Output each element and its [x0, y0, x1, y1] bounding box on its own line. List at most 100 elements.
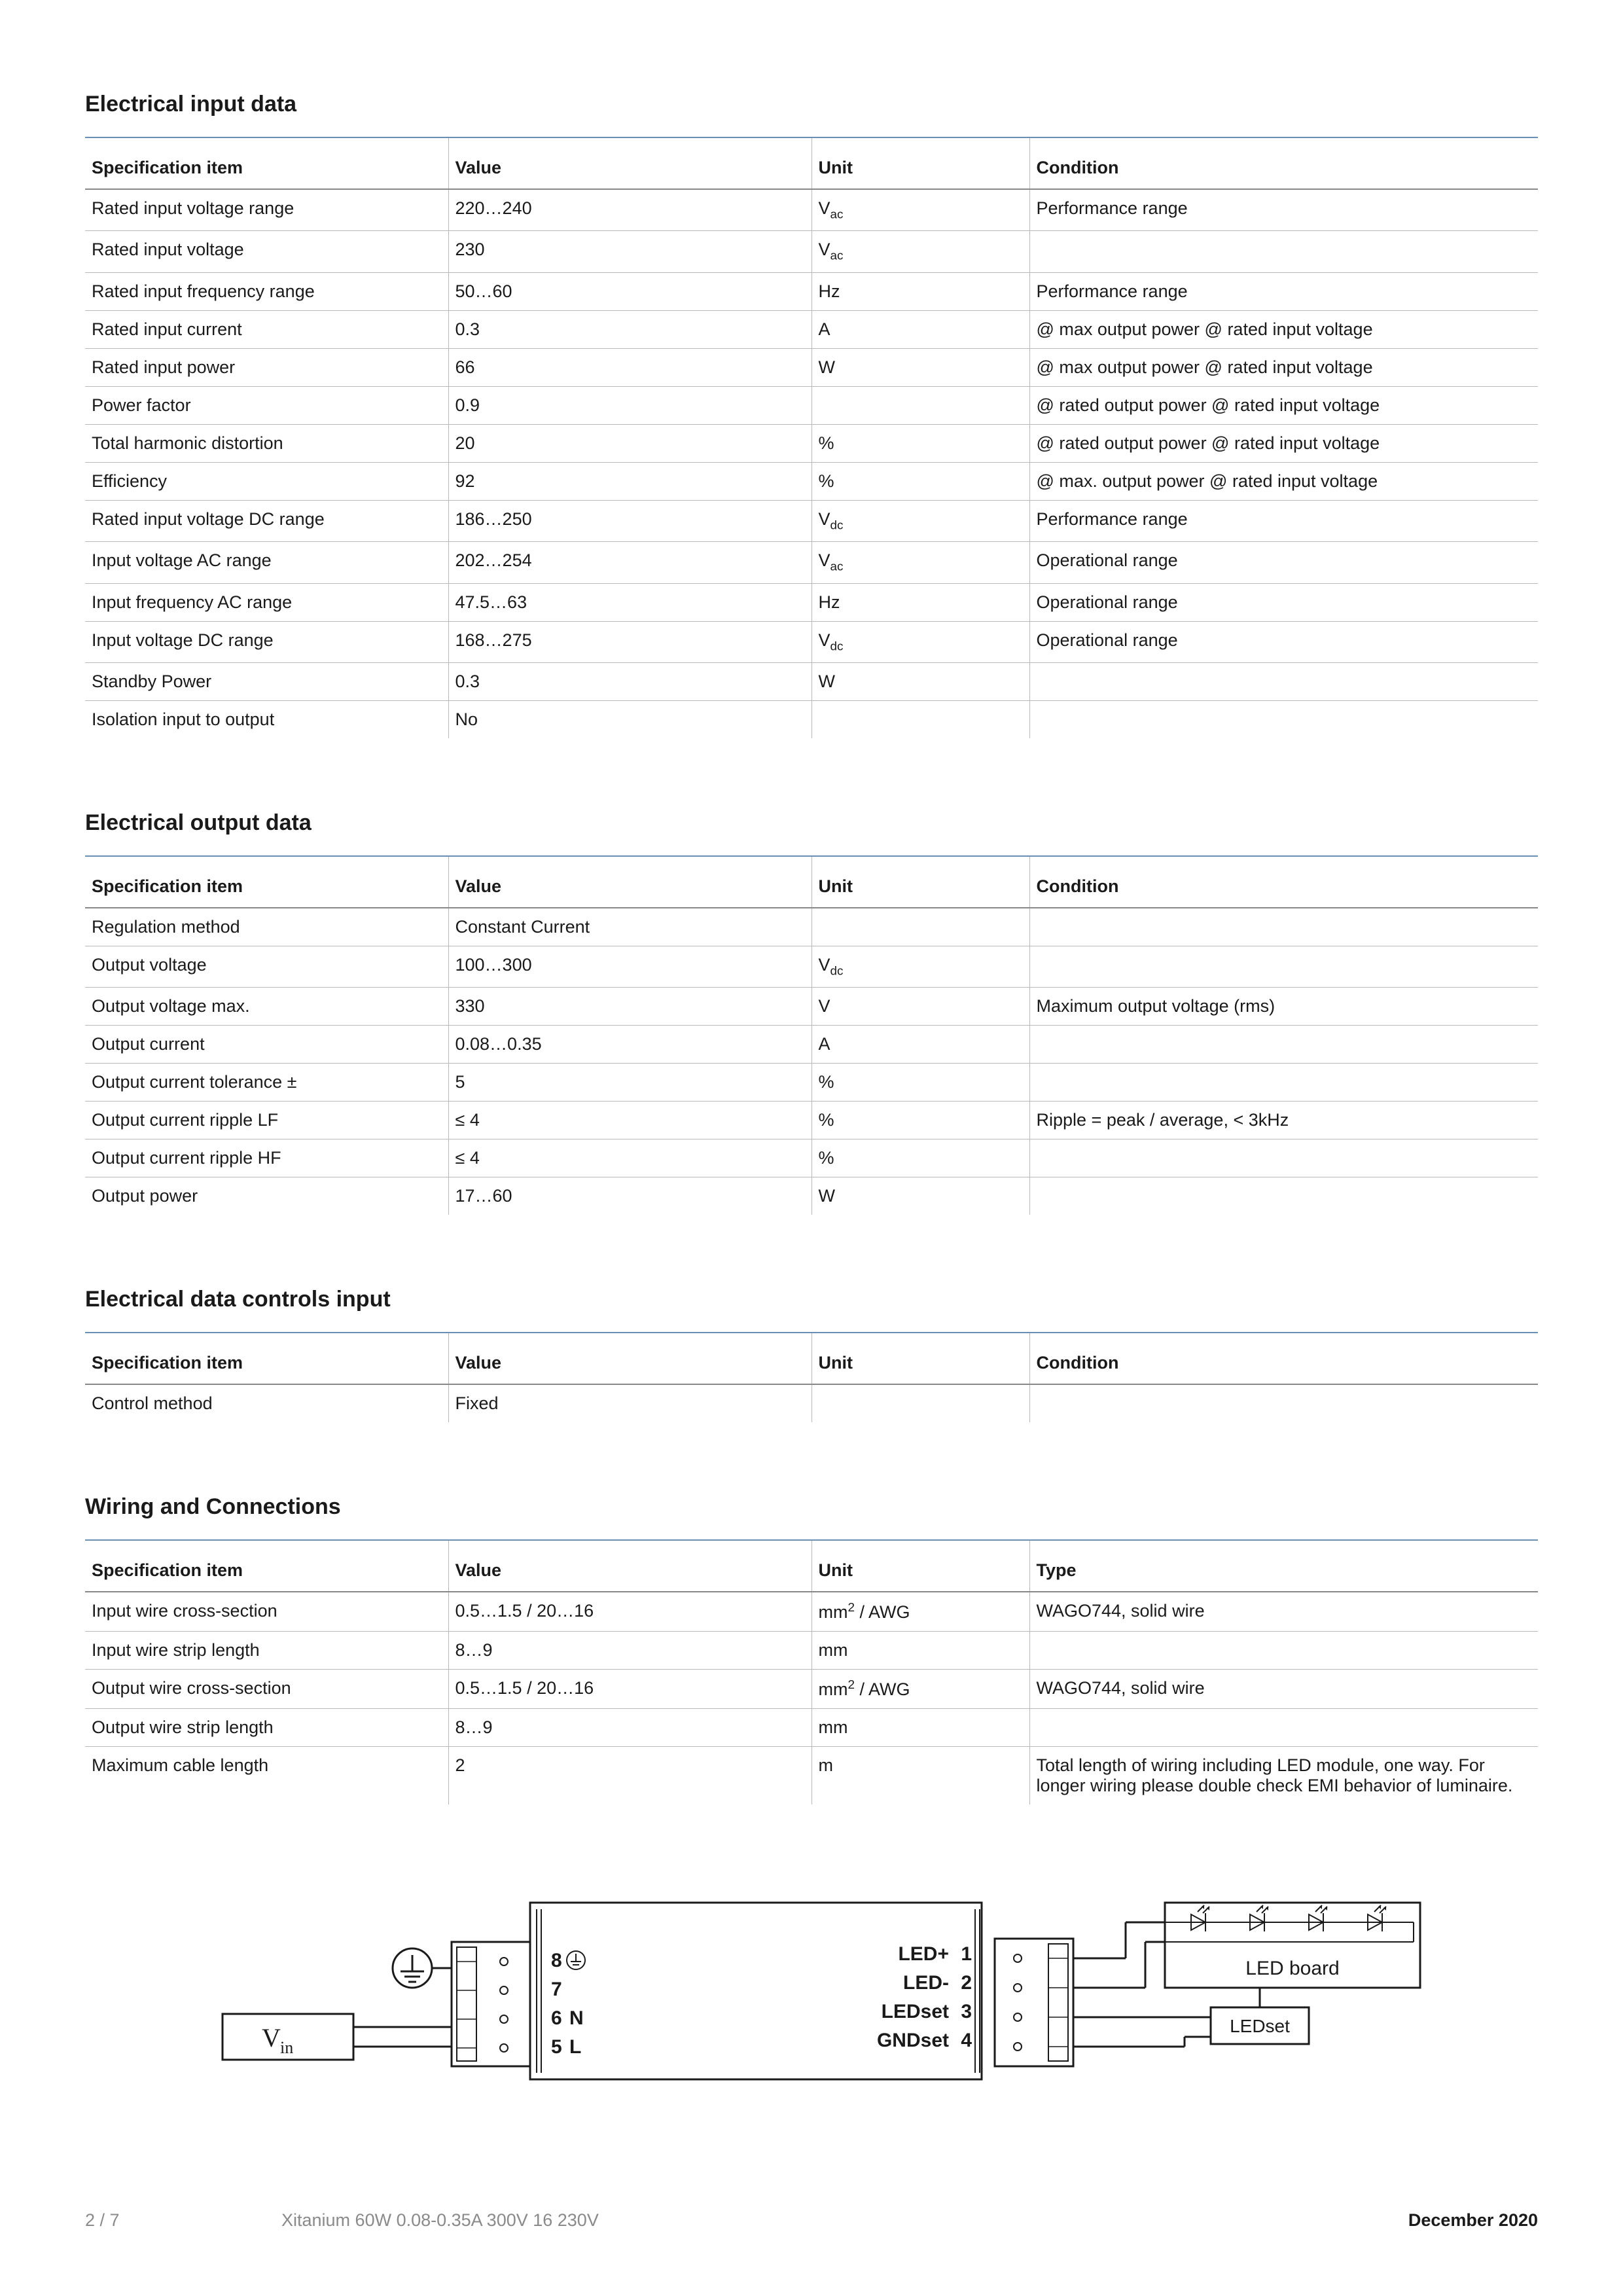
table-cell: W — [812, 1177, 1029, 1215]
table-row: Output power17…60W — [85, 1177, 1538, 1215]
table-cell — [1029, 231, 1538, 272]
column-header: Value — [448, 138, 812, 189]
svg-text:LED+: LED+ — [898, 1943, 949, 1965]
column-header: Condition — [1029, 138, 1538, 189]
table-row: Total harmonic distortion20%@ rated outp… — [85, 424, 1538, 462]
table-row: Output voltage100…300Vdc — [85, 946, 1538, 987]
table-cell: Output current ripple HF — [85, 1139, 448, 1177]
table-cell: Operational range — [1029, 542, 1538, 583]
table-cell: A — [812, 310, 1029, 348]
svg-text:7: 7 — [551, 1979, 562, 2000]
table-cell: W — [812, 662, 1029, 700]
table-cell: 92 — [448, 462, 812, 500]
section-title: Electrical data controls input — [85, 1287, 1538, 1333]
table-cell: Output power — [85, 1177, 448, 1215]
footer-page: 2 / 7 — [85, 2210, 281, 2231]
svg-text:LEDset: LEDset — [1230, 2016, 1290, 2036]
table-cell — [1029, 1384, 1538, 1422]
column-header: Unit — [812, 1541, 1029, 1592]
table-cell: ≤ 4 — [448, 1139, 812, 1177]
table-cell — [812, 386, 1029, 424]
table-cell: Vdc — [812, 500, 1029, 541]
table-cell — [1029, 908, 1538, 946]
table-row: Regulation methodConstant Current — [85, 908, 1538, 946]
table-cell: Rated input frequency range — [85, 272, 448, 310]
table-row: Rated input voltage range220…240VacPerfo… — [85, 189, 1538, 231]
table-cell: Regulation method — [85, 908, 448, 946]
table-cell: Input wire cross-section — [85, 1592, 448, 1632]
table-cell: Fixed — [448, 1384, 812, 1422]
table-cell — [1029, 946, 1538, 987]
table-row: Isolation input to outputNo — [85, 700, 1538, 738]
table-row: Efficiency92%@ max. output power @ rated… — [85, 462, 1538, 500]
table-row: Output wire cross-section0.5…1.5 / 20…16… — [85, 1670, 1538, 1709]
section-title: Wiring and Connections — [85, 1494, 1538, 1541]
column-header: Unit — [812, 138, 1029, 189]
table-cell: Output voltage max. — [85, 988, 448, 1026]
spec-table: Specification itemValueUnitConditionCont… — [85, 1333, 1538, 1422]
table-row: Input wire strip length8…9mm — [85, 1632, 1538, 1670]
table-cell: mm2 / AWG — [812, 1592, 1029, 1632]
table-cell: Performance range — [1029, 272, 1538, 310]
table-cell: 330 — [448, 988, 812, 1026]
table-cell: 2 — [448, 1747, 812, 1805]
section-title: Electrical input data — [85, 92, 1538, 138]
table-cell: Power factor — [85, 386, 448, 424]
table-cell: mm2 / AWG — [812, 1670, 1029, 1709]
table-cell: 17…60 — [448, 1177, 812, 1215]
column-header: Specification item — [85, 1333, 448, 1384]
table-cell: Maximum cable length — [85, 1747, 448, 1805]
table-cell: Input wire strip length — [85, 1632, 448, 1670]
table-cell: 0.3 — [448, 310, 812, 348]
table-cell: Rated input voltage range — [85, 189, 448, 231]
footer-product: Xitanium 60W 0.08-0.35A 300V 16 230V — [281, 2210, 1276, 2231]
table-cell: Input voltage AC range — [85, 542, 448, 583]
column-header: Specification item — [85, 1541, 448, 1592]
table-cell — [1029, 1064, 1538, 1102]
table-cell: W — [812, 348, 1029, 386]
table-cell: 5 — [448, 1064, 812, 1102]
column-header: Type — [1029, 1541, 1538, 1592]
column-header: Unit — [812, 857, 1029, 908]
table-cell: Output current tolerance ± — [85, 1064, 448, 1102]
table-cell: Constant Current — [448, 908, 812, 946]
column-header: Specification item — [85, 857, 448, 908]
table-cell: Maximum output voltage (rms) — [1029, 988, 1538, 1026]
table-row: Standby Power0.3W — [85, 662, 1538, 700]
table-cell: Rated input voltage — [85, 231, 448, 272]
table-cell: Vdc — [812, 946, 1029, 987]
table-row: Rated input voltage DC range186…250VdcPe… — [85, 500, 1538, 541]
table-cell: WAGO744, solid wire — [1029, 1592, 1538, 1632]
table-cell — [1029, 662, 1538, 700]
spec-section: Electrical output dataSpecification item… — [85, 810, 1538, 1215]
table-cell: 66 — [448, 348, 812, 386]
table-cell — [812, 1384, 1029, 1422]
table-row: Output voltage max.330VMaximum output vo… — [85, 988, 1538, 1026]
table-cell: Rated input voltage DC range — [85, 500, 448, 541]
table-cell: V — [812, 988, 1029, 1026]
table-cell — [1029, 700, 1538, 738]
table-cell: Ripple = peak / average, < 3kHz — [1029, 1102, 1538, 1139]
table-cell: % — [812, 1102, 1029, 1139]
table-cell: Output voltage — [85, 946, 448, 987]
table-cell: Input voltage DC range — [85, 621, 448, 662]
table-cell: Output wire cross-section — [85, 1670, 448, 1709]
table-cell: @ max. output power @ rated input voltag… — [1029, 462, 1538, 500]
svg-text:GNDset: GNDset — [877, 2030, 949, 2051]
table-cell: @ max output power @ rated input voltage — [1029, 310, 1538, 348]
table-cell: A — [812, 1026, 1029, 1064]
table-cell: % — [812, 424, 1029, 462]
table-cell: 168…275 — [448, 621, 812, 662]
table-cell: 47.5…63 — [448, 583, 812, 621]
page-footer: 2 / 7 Xitanium 60W 0.08-0.35A 300V 16 23… — [85, 2210, 1538, 2231]
section-title: Electrical output data — [85, 810, 1538, 857]
table-cell: 202…254 — [448, 542, 812, 583]
table-cell: Operational range — [1029, 621, 1538, 662]
column-header: Unit — [812, 1333, 1029, 1384]
column-header: Condition — [1029, 857, 1538, 908]
table-cell: 0.08…0.35 — [448, 1026, 812, 1064]
table-cell: 8…9 — [448, 1632, 812, 1670]
table-row: Input wire cross-section0.5…1.5 / 20…16m… — [85, 1592, 1538, 1632]
table-cell: Total harmonic distortion — [85, 424, 448, 462]
spec-table: Specification itemValueUnitConditionRate… — [85, 138, 1538, 738]
